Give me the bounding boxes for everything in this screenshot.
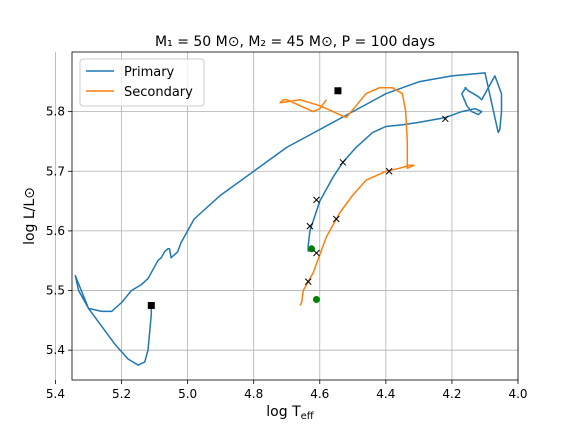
cross-marker xyxy=(441,115,449,123)
x-tick-label: 5.2 xyxy=(112,387,131,401)
cross-marker xyxy=(304,278,312,285)
end-secondary-square xyxy=(334,87,342,95)
y-tick-label: 5.6 xyxy=(46,224,65,238)
x-tick-label: 5.0 xyxy=(178,387,197,401)
series-layer xyxy=(74,72,503,366)
start-primary-square xyxy=(147,301,155,309)
x-axis-label-main: log T xyxy=(266,404,301,420)
y-tick-label: 5.5 xyxy=(46,284,65,298)
cross-marker xyxy=(385,167,393,175)
y-tick-label: 5.4 xyxy=(46,343,65,357)
plot-frame xyxy=(71,51,519,381)
x-tick-label: 4.0 xyxy=(508,387,527,401)
y-ticks: 5.4 5.5 5.6 5.7 5.8 xyxy=(46,105,72,357)
x-tick-label: 4.2 xyxy=(442,387,461,401)
y-tick-label: 5.7 xyxy=(46,164,65,178)
cross-marker xyxy=(332,215,340,223)
x-axis-label-sub: eff xyxy=(301,411,315,422)
x-ticks: 5.4 5.2 5.0 4.8 4.6 4.4 4.2 4.0 xyxy=(46,380,528,401)
x-tick-label: 4.4 xyxy=(376,387,395,401)
legend-label-secondary: Secondary xyxy=(124,85,193,100)
x-axis-label: log Teff xyxy=(266,404,314,422)
chart-title: M₁ = 50 M⊙, M₂ = 45 M⊙, P = 100 days xyxy=(155,34,435,50)
legend-label-primary: Primary xyxy=(124,65,175,80)
cross-marker xyxy=(313,196,320,204)
y-tick-label: 5.8 xyxy=(46,105,65,119)
x-tick-label: 5.4 xyxy=(46,387,65,401)
legend: Primary Secondary xyxy=(79,58,205,107)
x-tick-label: 4.6 xyxy=(310,387,329,401)
grid xyxy=(55,52,519,380)
y-axis-label: log L/L⊙ xyxy=(22,187,38,245)
series-line-secondary xyxy=(279,87,415,306)
cross-marker xyxy=(339,158,347,166)
green-dot xyxy=(312,295,320,303)
marker-layer xyxy=(147,87,449,309)
cross-marker xyxy=(313,249,320,257)
green-dot xyxy=(308,245,316,253)
series-line-primary xyxy=(74,72,503,366)
x-tick-label: 4.8 xyxy=(244,387,263,401)
cross-marker xyxy=(306,222,314,230)
